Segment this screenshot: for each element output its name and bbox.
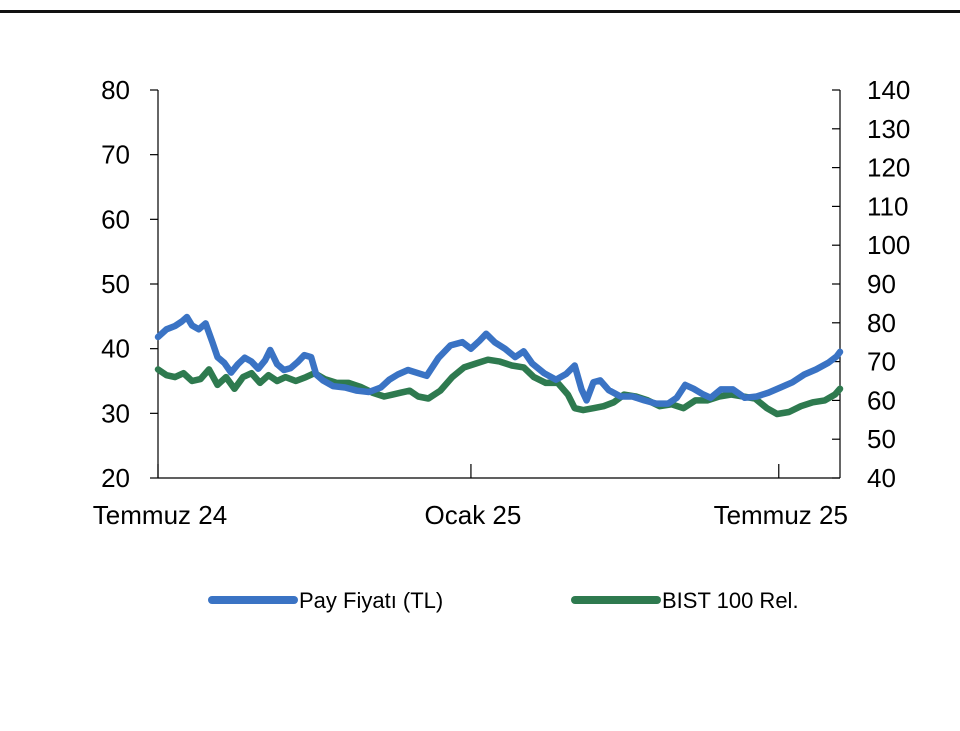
x-ticks: Temmuz 24 Ocak 25 Temmuz 25 — [93, 464, 848, 530]
legend-label-pay-fiyati: Pay Fiyatı (TL) — [299, 588, 443, 613]
left-tick-label: 70 — [101, 140, 130, 170]
left-tick-label: 60 — [101, 204, 130, 234]
left-tick-label: 80 — [101, 75, 130, 105]
x-tick-label: Temmuz 25 — [714, 500, 848, 530]
right-tick-label: 120 — [867, 153, 910, 183]
left-tick-label: 40 — [101, 334, 130, 364]
right-tick-label: 60 — [867, 385, 896, 415]
x-tick-label: Ocak 25 — [425, 500, 522, 530]
series-line-pay-fiyati — [154, 313, 844, 407]
legend-label-bist100: BIST 100 Rel. — [662, 588, 799, 613]
right-tick-label: 50 — [867, 424, 896, 454]
left-y-ticks: 20 30 40 50 60 70 80 — [101, 75, 158, 493]
series-group — [154, 313, 844, 418]
right-tick-label: 70 — [867, 347, 896, 377]
right-tick-label: 100 — [867, 230, 910, 260]
legend: Pay Fiyatı (TL) BIST 100 Rel. — [208, 588, 799, 613]
right-y-ticks: 40 50 60 70 80 90 100 110 120 130 140 — [832, 75, 910, 493]
right-tick-label: 130 — [867, 114, 910, 144]
x-tick-label: Temmuz 24 — [93, 500, 227, 530]
top-rule — [0, 10, 960, 13]
left-tick-label: 50 — [101, 269, 130, 299]
right-tick-label: 40 — [867, 463, 896, 493]
right-tick-label: 80 — [867, 308, 896, 338]
right-tick-label: 110 — [867, 191, 908, 221]
right-tick-label: 90 — [867, 269, 896, 299]
right-tick-label: 140 — [867, 75, 910, 105]
series-line-bist100 — [154, 356, 844, 418]
left-tick-label: 20 — [101, 463, 130, 493]
axes — [157, 90, 841, 479]
left-tick-label: 30 — [101, 398, 130, 428]
